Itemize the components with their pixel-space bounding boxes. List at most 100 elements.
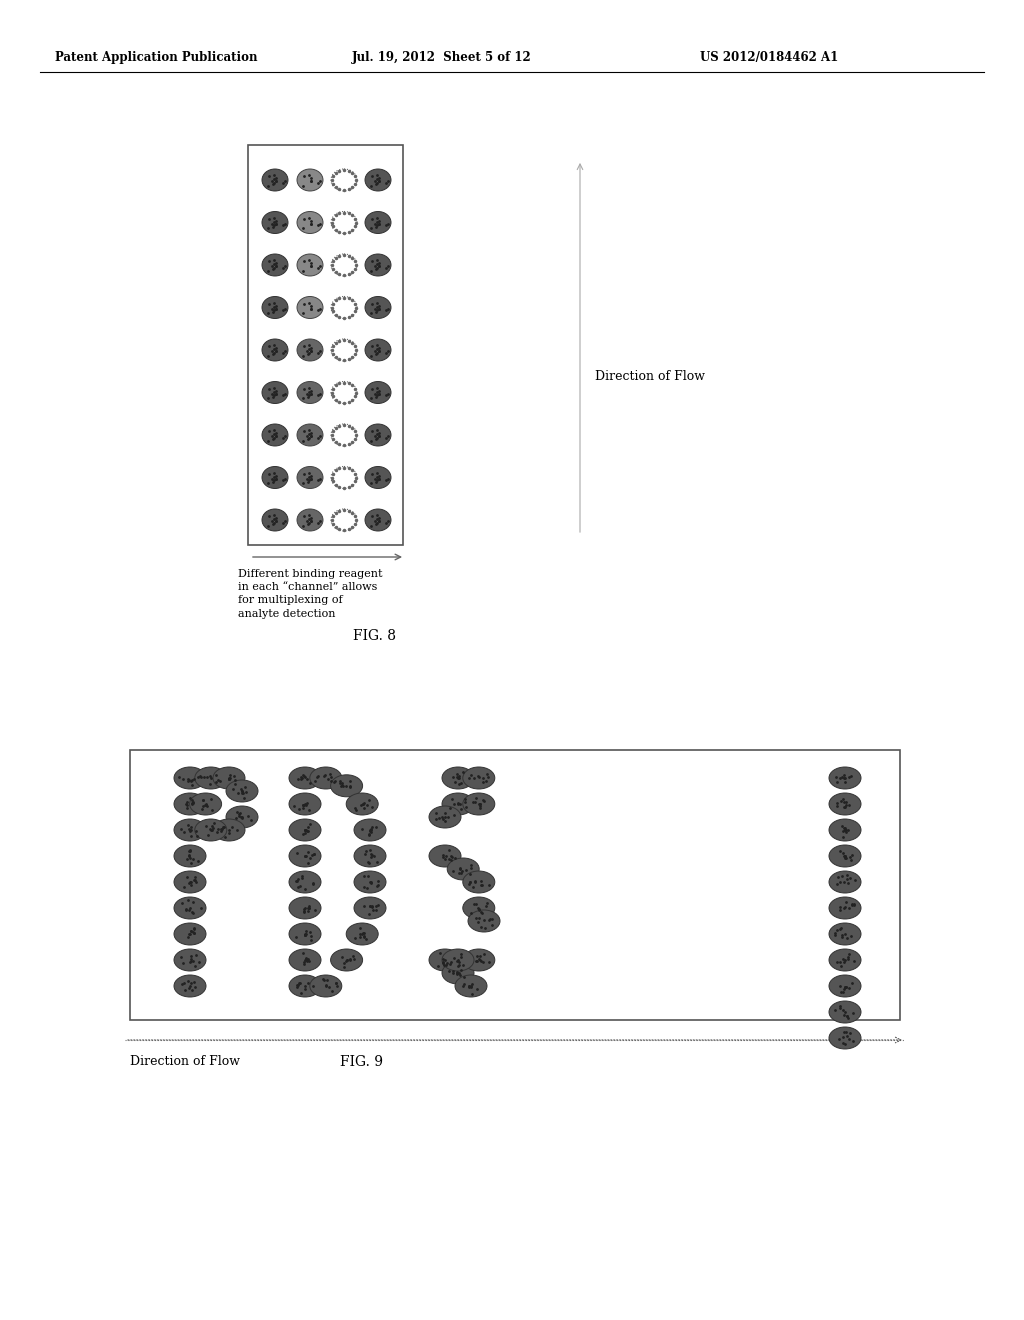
- Ellipse shape: [226, 780, 258, 803]
- Ellipse shape: [289, 818, 321, 841]
- Ellipse shape: [365, 424, 391, 446]
- Ellipse shape: [829, 793, 861, 814]
- Ellipse shape: [262, 211, 288, 234]
- Ellipse shape: [297, 466, 323, 488]
- Ellipse shape: [365, 381, 391, 404]
- Ellipse shape: [463, 793, 495, 814]
- Ellipse shape: [346, 923, 378, 945]
- Ellipse shape: [331, 381, 357, 404]
- Ellipse shape: [189, 793, 221, 814]
- Ellipse shape: [442, 767, 474, 789]
- Ellipse shape: [262, 466, 288, 488]
- Ellipse shape: [463, 871, 495, 894]
- Ellipse shape: [365, 339, 391, 360]
- Ellipse shape: [463, 898, 495, 919]
- Ellipse shape: [195, 767, 226, 789]
- Ellipse shape: [310, 767, 342, 789]
- Ellipse shape: [463, 767, 495, 789]
- Ellipse shape: [213, 818, 245, 841]
- Ellipse shape: [297, 297, 323, 318]
- Ellipse shape: [331, 253, 357, 276]
- Ellipse shape: [442, 793, 474, 814]
- Text: Direction of Flow: Direction of Flow: [595, 371, 705, 384]
- Ellipse shape: [213, 767, 245, 789]
- Ellipse shape: [429, 807, 461, 828]
- Ellipse shape: [829, 1001, 861, 1023]
- Ellipse shape: [174, 975, 206, 997]
- Ellipse shape: [289, 793, 321, 814]
- Ellipse shape: [297, 211, 323, 234]
- Ellipse shape: [297, 169, 323, 191]
- Text: Patent Application Publication: Patent Application Publication: [55, 51, 257, 65]
- Ellipse shape: [262, 169, 288, 191]
- Ellipse shape: [429, 845, 461, 867]
- Ellipse shape: [174, 923, 206, 945]
- Ellipse shape: [829, 923, 861, 945]
- Ellipse shape: [365, 169, 391, 191]
- Ellipse shape: [289, 871, 321, 894]
- Ellipse shape: [174, 793, 206, 814]
- Ellipse shape: [289, 975, 321, 997]
- Ellipse shape: [174, 871, 206, 894]
- Ellipse shape: [354, 818, 386, 841]
- Ellipse shape: [354, 898, 386, 919]
- Ellipse shape: [174, 845, 206, 867]
- Ellipse shape: [365, 253, 391, 276]
- Ellipse shape: [289, 845, 321, 867]
- Bar: [130, 750, 900, 1020]
- Text: Different binding reagent
in each “channel” allows
for multiplexing of
analyte d: Different binding reagent in each “chann…: [238, 569, 383, 619]
- Ellipse shape: [262, 253, 288, 276]
- Ellipse shape: [442, 949, 474, 972]
- Ellipse shape: [297, 510, 323, 531]
- Ellipse shape: [297, 339, 323, 360]
- Ellipse shape: [262, 339, 288, 360]
- Ellipse shape: [297, 253, 323, 276]
- Ellipse shape: [195, 818, 226, 841]
- Ellipse shape: [331, 297, 357, 318]
- Ellipse shape: [331, 211, 357, 234]
- Ellipse shape: [297, 381, 323, 404]
- Ellipse shape: [365, 297, 391, 318]
- Ellipse shape: [174, 898, 206, 919]
- Ellipse shape: [289, 767, 321, 789]
- Ellipse shape: [354, 845, 386, 867]
- Ellipse shape: [829, 898, 861, 919]
- Ellipse shape: [289, 949, 321, 972]
- Text: FIG. 8: FIG. 8: [353, 630, 396, 643]
- Ellipse shape: [262, 510, 288, 531]
- Ellipse shape: [442, 962, 474, 983]
- Ellipse shape: [289, 923, 321, 945]
- Ellipse shape: [829, 845, 861, 867]
- Ellipse shape: [310, 975, 342, 997]
- Ellipse shape: [331, 949, 362, 972]
- Ellipse shape: [262, 381, 288, 404]
- Ellipse shape: [365, 211, 391, 234]
- Ellipse shape: [829, 949, 861, 972]
- Ellipse shape: [829, 1027, 861, 1049]
- Ellipse shape: [463, 949, 495, 972]
- Ellipse shape: [262, 424, 288, 446]
- Ellipse shape: [331, 424, 357, 446]
- Ellipse shape: [447, 858, 479, 880]
- Text: FIG. 9: FIG. 9: [340, 1055, 383, 1069]
- Ellipse shape: [331, 339, 357, 360]
- Ellipse shape: [365, 510, 391, 531]
- Text: Jul. 19, 2012  Sheet 5 of 12: Jul. 19, 2012 Sheet 5 of 12: [352, 51, 531, 65]
- Ellipse shape: [226, 807, 258, 828]
- Ellipse shape: [365, 466, 391, 488]
- Ellipse shape: [331, 775, 362, 797]
- Ellipse shape: [829, 871, 861, 894]
- Text: US 2012/0184462 A1: US 2012/0184462 A1: [700, 51, 839, 65]
- Ellipse shape: [829, 975, 861, 997]
- Ellipse shape: [297, 424, 323, 446]
- Ellipse shape: [429, 949, 461, 972]
- Ellipse shape: [829, 767, 861, 789]
- Ellipse shape: [174, 767, 206, 789]
- Bar: [248, 145, 403, 545]
- Ellipse shape: [331, 510, 357, 531]
- Ellipse shape: [331, 466, 357, 488]
- Ellipse shape: [346, 793, 378, 814]
- Ellipse shape: [468, 909, 500, 932]
- Ellipse shape: [331, 169, 357, 191]
- Ellipse shape: [262, 297, 288, 318]
